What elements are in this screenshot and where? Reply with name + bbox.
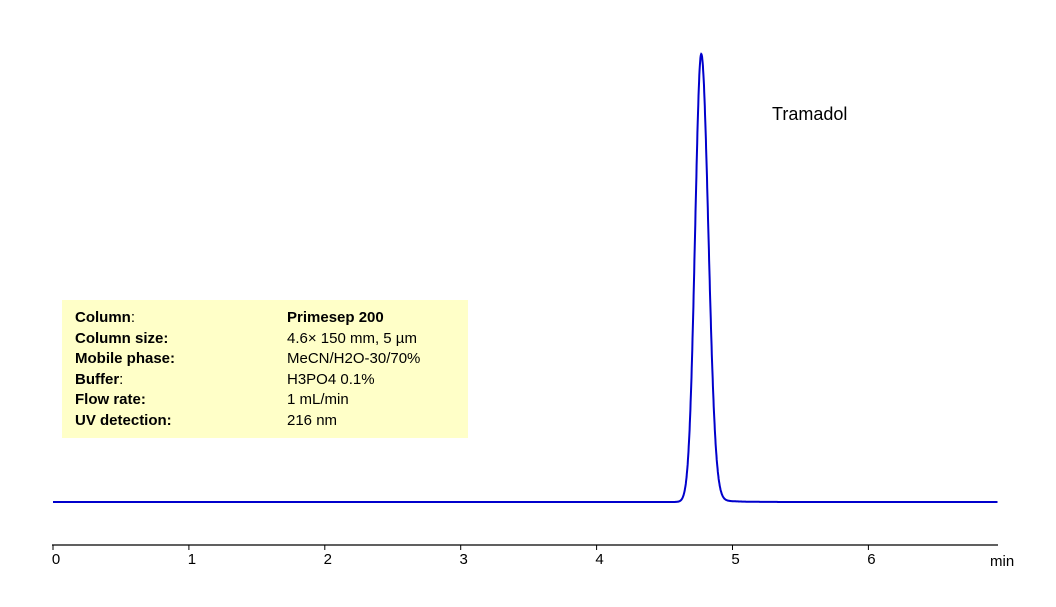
- info-label: Flow rate:: [75, 391, 146, 408]
- info-value: H3PO4 0.1%: [287, 371, 375, 388]
- info-value: MeCN/H2O-30/70%: [287, 350, 421, 367]
- info-value: 1 mL/min: [287, 391, 349, 408]
- x-axis-ticks: [52, 545, 869, 550]
- x-tick-label: 0: [51, 551, 61, 568]
- x-tick-label: 4: [595, 551, 604, 568]
- x-tick-label: 3: [459, 551, 468, 568]
- x-tick-label: 5: [731, 551, 740, 568]
- x-tick-label: 1: [187, 551, 197, 568]
- x-axis-unit: min: [990, 553, 1015, 570]
- info-value: Primesep 200: [287, 309, 384, 326]
- x-tick-label: 2: [323, 551, 332, 568]
- info-label: Column size:: [75, 330, 169, 347]
- info-label: UV detection:: [75, 412, 172, 429]
- method-info-box: Column: Primesep 200 Column size: 4.6× 1…: [62, 300, 468, 438]
- x-tick-label: 6: [867, 551, 876, 568]
- info-label: Column: [75, 309, 131, 326]
- info-label: Mobile phase:: [75, 350, 176, 367]
- info-label: Buffer: [75, 371, 120, 388]
- chromatogram-trace: [53, 52, 998, 503]
- info-value: 4.6× 150 mm, 5 µm: [287, 330, 417, 347]
- info-value: 216 nm: [287, 412, 338, 429]
- peak-label-tramadol: Tramadol: [772, 104, 848, 124]
